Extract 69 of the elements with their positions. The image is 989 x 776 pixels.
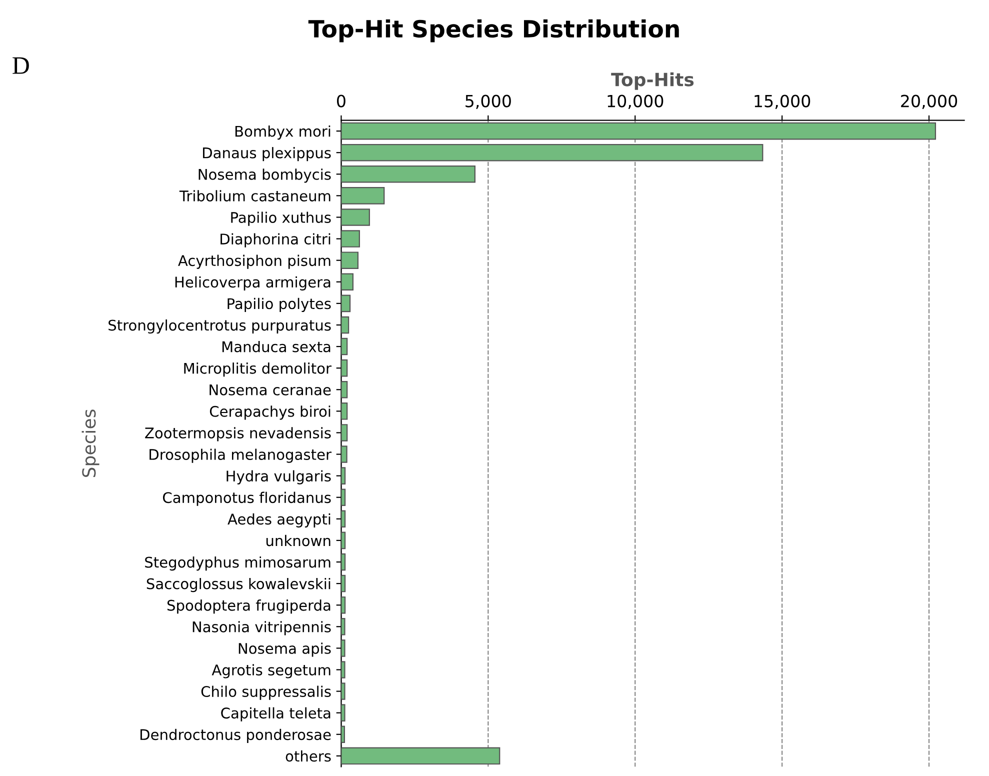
bar	[341, 510, 346, 528]
bar	[341, 359, 348, 377]
bar	[341, 446, 348, 463]
y-tick-label: Danaus plexippus	[203, 147, 331, 162]
y-tick-label: Manduca sexta	[222, 340, 330, 352]
y-tick-label: Capitella teleta	[221, 707, 330, 722]
y-tick-label: Spodoptera frugiperda	[167, 600, 330, 614]
x-axis-title: Top-Hits	[611, 72, 694, 90]
x-tick-label: 20,000	[901, 94, 958, 110]
y-tick-label: Strongylocentrotus purpuratus	[108, 319, 331, 334]
x-tick-label: 15,000	[754, 94, 810, 110]
x-tick-label: 5,000	[466, 94, 511, 110]
bar	[341, 208, 370, 226]
bar	[341, 424, 348, 442]
bar	[341, 747, 500, 765]
bar	[341, 467, 346, 484]
bar	[341, 273, 354, 291]
bar	[341, 682, 346, 700]
bar	[341, 144, 764, 162]
bar	[341, 661, 346, 678]
bar	[341, 122, 936, 140]
y-tick-label: Papilio xuthus	[231, 212, 331, 226]
x-tick-label: 0	[337, 94, 346, 108]
bar	[341, 338, 348, 356]
y-tick-label: Saccoglossus kowalevskii	[146, 578, 330, 592]
y-axis-title: Species	[82, 410, 100, 478]
chart-title: Top-Hit Species Distribution	[308, 19, 679, 42]
bar	[341, 402, 348, 420]
bar	[341, 230, 360, 248]
bar	[341, 726, 345, 744]
y-tick-label: Stegodyphus mimosarum	[145, 556, 330, 571]
y-tick-label: Nosema apis	[238, 642, 331, 657]
y-tick-label: Helicoverpa armigera	[175, 276, 330, 290]
bar	[341, 532, 346, 550]
y-tick-label: Microplitis demolitor	[184, 362, 332, 377]
bar	[341, 316, 350, 334]
bar	[341, 553, 346, 571]
y-tick-label: Camponotus floridanus	[163, 492, 331, 506]
text: D	[12, 57, 29, 74]
y-tick-label: Nasonia vitripennis	[192, 621, 331, 636]
y-tick-label: Acyrthosiphon pisum	[178, 254, 330, 269]
y-tick-label: Nosema bombycis	[198, 168, 331, 183]
y-tick-label: Dendroctonus ponderosae	[140, 728, 331, 743]
y-tick-label: Cerapachys biroi	[210, 406, 330, 420]
bar	[341, 166, 476, 183]
y-tick-label: others	[286, 750, 331, 762]
y-tick-label: unknown	[266, 534, 330, 546]
bar	[341, 618, 346, 636]
bar	[341, 488, 346, 506]
y-tick-label: Tribolium castaneum	[179, 190, 330, 202]
y-tick-label: Bombyx mori	[235, 126, 330, 140]
bar	[341, 596, 346, 614]
y-tick-label: Diaphorina citri	[220, 233, 330, 248]
bar	[341, 640, 346, 657]
y-tick-label: Chilo suppressalis	[201, 686, 331, 700]
y-tick-label: Papilio polytes	[228, 298, 331, 312]
y-tick-label: Drosophila melanogaster	[150, 448, 332, 463]
bar	[341, 380, 348, 398]
bar	[341, 294, 351, 312]
y-tick-label: Aedes aegypti	[228, 513, 330, 528]
bar	[341, 187, 385, 204]
bar	[341, 574, 346, 592]
y-tick-label: Nosema ceranae	[210, 384, 331, 396]
y-tick-label: Zootermopsis nevadensis	[145, 427, 331, 442]
y-tick-label: Hydra vulgaris	[226, 470, 331, 484]
y-tick-label: Agrotis segetum	[212, 664, 330, 678]
bar	[341, 252, 359, 269]
x-tick-label: 10,000	[608, 94, 664, 110]
bar	[341, 704, 346, 722]
